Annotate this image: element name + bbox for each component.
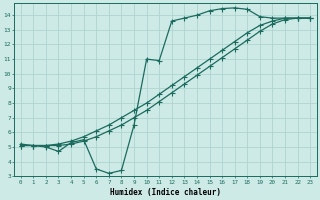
X-axis label: Humidex (Indice chaleur): Humidex (Indice chaleur)	[110, 188, 221, 197]
